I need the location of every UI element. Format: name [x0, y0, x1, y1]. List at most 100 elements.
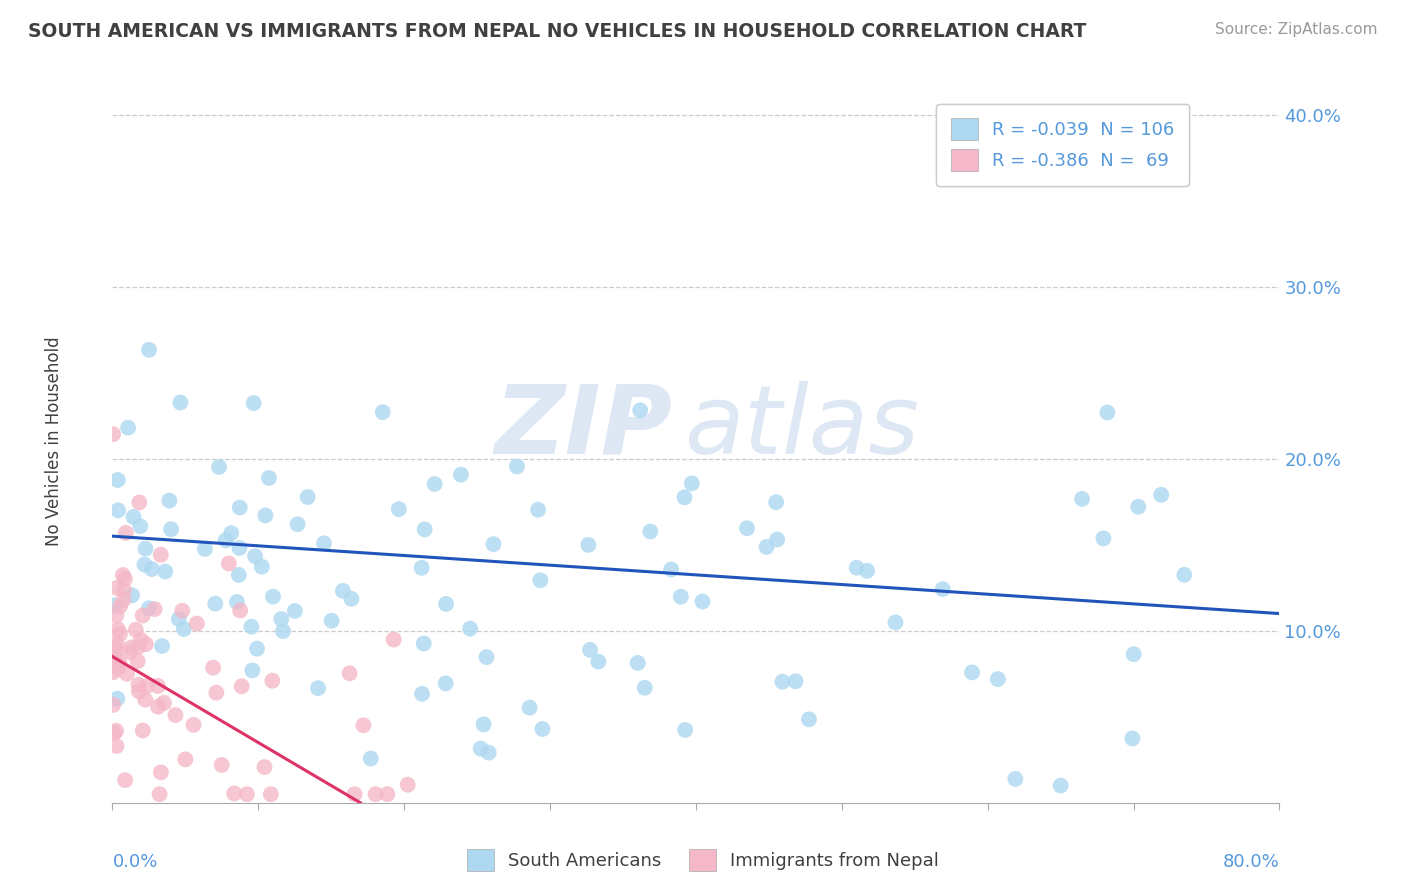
- Point: [1097, 405, 1119, 419]
- Point: [129, 519, 152, 533]
- Text: 0.0%: 0.0%: [112, 854, 157, 871]
- Point: [125, 623, 148, 637]
- Point: [114, 572, 136, 586]
- Point: [150, 639, 173, 653]
- Point: [960, 665, 983, 680]
- Point: [165, 708, 187, 723]
- Text: atlas: atlas: [685, 381, 920, 474]
- Point: [104, 653, 127, 667]
- Point: [121, 588, 143, 602]
- Point: [1071, 491, 1094, 506]
- Point: [183, 718, 205, 732]
- Point: [105, 581, 128, 595]
- Point: [104, 646, 127, 660]
- Point: [257, 471, 280, 485]
- Point: [478, 746, 501, 760]
- Point: [1092, 532, 1115, 546]
- Point: [103, 665, 125, 680]
- Point: [579, 643, 602, 657]
- Point: [101, 698, 124, 712]
- Point: [108, 599, 131, 613]
- Point: [412, 636, 434, 650]
- Point: [1049, 779, 1071, 793]
- Point: [353, 718, 375, 732]
- Point: [307, 681, 329, 695]
- Point: [146, 679, 169, 693]
- Point: [987, 672, 1010, 686]
- Point: [396, 778, 419, 792]
- Point: [105, 691, 128, 706]
- Point: [120, 640, 142, 655]
- Point: [472, 717, 495, 731]
- Point: [470, 741, 492, 756]
- Point: [146, 699, 169, 714]
- Point: [219, 526, 242, 541]
- Point: [1128, 500, 1150, 514]
- Point: [242, 664, 264, 678]
- Point: [340, 591, 363, 606]
- Point: [332, 583, 354, 598]
- Point: [669, 590, 692, 604]
- Point: [482, 537, 505, 551]
- Point: [271, 624, 294, 639]
- Text: No Vehicles in Household: No Vehicles in Household: [45, 336, 63, 547]
- Point: [242, 396, 264, 410]
- Point: [122, 509, 145, 524]
- Text: 80.0%: 80.0%: [1223, 854, 1279, 871]
- Point: [1173, 567, 1195, 582]
- Point: [531, 722, 554, 736]
- Point: [856, 564, 879, 578]
- Point: [284, 604, 307, 618]
- Point: [423, 477, 446, 491]
- Point: [129, 632, 152, 647]
- Point: [475, 650, 498, 665]
- Point: [103, 726, 125, 740]
- Point: [134, 692, 156, 706]
- Point: [413, 522, 436, 536]
- Point: [105, 636, 128, 650]
- Point: [588, 655, 610, 669]
- Point: [104, 640, 127, 655]
- Point: [224, 786, 246, 800]
- Point: [411, 561, 433, 575]
- Point: [107, 622, 129, 636]
- Point: [287, 517, 309, 532]
- Point: [108, 627, 131, 641]
- Point: [254, 508, 277, 523]
- Point: [231, 679, 253, 693]
- Point: [673, 723, 696, 737]
- Point: [527, 502, 550, 516]
- Point: [250, 559, 273, 574]
- Point: [458, 622, 481, 636]
- Point: [229, 500, 252, 515]
- Point: [343, 787, 366, 801]
- Point: [169, 395, 191, 409]
- Point: [766, 533, 789, 547]
- Point: [127, 654, 149, 668]
- Point: [628, 403, 651, 417]
- Point: [218, 557, 240, 571]
- Point: [772, 674, 794, 689]
- Point: [105, 608, 128, 623]
- Point: [785, 674, 807, 689]
- Point: [149, 548, 172, 562]
- Point: [132, 608, 155, 623]
- Point: [160, 522, 183, 536]
- Point: [262, 590, 284, 604]
- Point: [148, 787, 170, 801]
- Point: [364, 787, 387, 801]
- Point: [128, 640, 150, 654]
- Point: [243, 549, 266, 563]
- Point: [377, 787, 399, 801]
- Point: [211, 758, 233, 772]
- Point: [149, 765, 172, 780]
- Point: [202, 660, 225, 674]
- Point: [128, 495, 150, 509]
- Point: [240, 620, 263, 634]
- Text: SOUTH AMERICAN VS IMMIGRANTS FROM NEPAL NO VEHICLES IN HOUSEHOLD CORRELATION CHA: SOUTH AMERICAN VS IMMIGRANTS FROM NEPAL …: [28, 22, 1087, 41]
- Point: [1150, 488, 1173, 502]
- Point: [450, 467, 472, 482]
- Point: [107, 473, 129, 487]
- Text: ZIP: ZIP: [495, 381, 672, 474]
- Point: [157, 493, 180, 508]
